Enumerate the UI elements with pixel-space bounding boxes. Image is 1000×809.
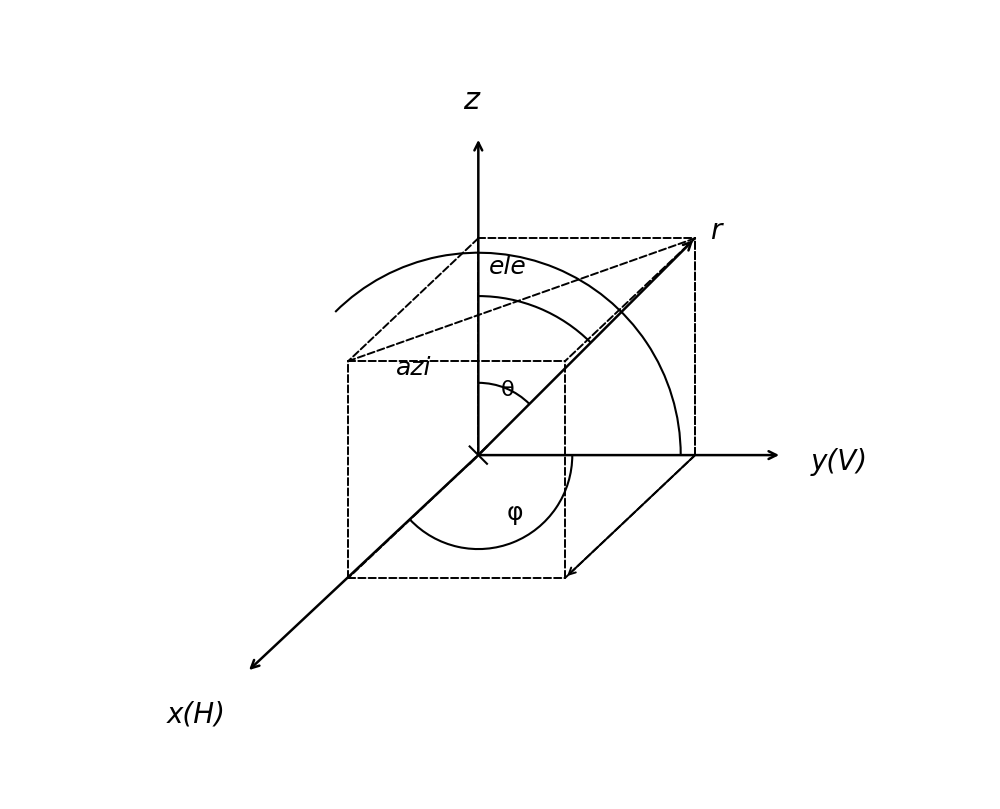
- Text: x(H): x(H): [166, 701, 225, 729]
- Text: θ: θ: [500, 380, 514, 400]
- Text: y(V): y(V): [811, 448, 868, 477]
- Text: azi: azi: [396, 356, 431, 380]
- Text: φ: φ: [506, 501, 523, 525]
- Text: r: r: [710, 217, 721, 245]
- Text: z: z: [463, 87, 479, 116]
- Text: ele: ele: [488, 255, 526, 279]
